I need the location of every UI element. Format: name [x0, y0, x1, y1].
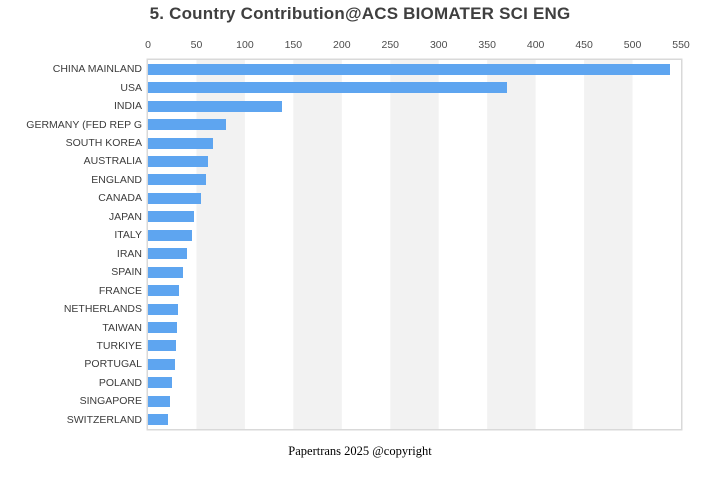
x-axis-tick: 200	[333, 39, 351, 51]
y-axis-label: SOUTH KOREA	[65, 137, 142, 150]
y-axis-label: USA	[120, 81, 142, 94]
y-axis-label: TAIWAN	[102, 321, 142, 334]
bar	[148, 174, 207, 186]
x-axis-tick: 250	[381, 39, 400, 51]
chart-footer: Papertrans 2025 @copyright	[288, 444, 432, 458]
y-axis-label: CANADA	[98, 192, 142, 205]
y-axis-label: FRANCE	[98, 284, 142, 297]
x-axis-tick: 500	[623, 39, 642, 51]
y-axis-label: IRAN	[116, 247, 142, 260]
chart-title: 5. Country Contribution@ACS BIOMATER SCI…	[149, 4, 571, 23]
x-axis-tick: 550	[672, 39, 690, 51]
bar	[148, 229, 192, 241]
x-axis-tick: 350	[478, 39, 496, 51]
bar	[148, 155, 209, 167]
bar	[148, 340, 177, 352]
bar	[148, 414, 169, 426]
x-axis-tick: 300	[429, 39, 448, 51]
x-axis: 0 50 100 150 200 250 300 350 400 450 500 550	[145, 39, 690, 53]
x-axis-tick: 400	[526, 39, 545, 51]
y-axis-label: TURKIYE	[96, 339, 142, 352]
y-axis-label: CHINA MAINLAND	[52, 63, 142, 76]
y-axis-label: GERMANY (FED REP G	[26, 118, 142, 131]
y-axis-label: PORTUGAL	[84, 358, 142, 371]
bar	[148, 358, 176, 370]
y-axis: CHINA MAINLAND USA INDIA GERMANY (FED REP G…	[0, 60, 142, 429]
x-axis-tick: 0	[145, 39, 151, 51]
bar	[148, 192, 202, 204]
y-axis-label: JAPAN	[108, 210, 142, 223]
y-axis-label: POLAND	[98, 376, 142, 389]
plot-area	[148, 60, 681, 429]
bar	[148, 119, 227, 131]
bar	[148, 248, 187, 260]
bar	[148, 285, 179, 297]
bar	[148, 211, 194, 223]
y-axis-label: INDIA	[113, 100, 142, 113]
y-axis-label: ITALY	[114, 229, 142, 242]
y-axis-label: SPAIN	[111, 266, 142, 279]
x-axis-tick: 450	[575, 39, 593, 51]
y-axis-label: ENGLAND	[91, 173, 142, 186]
bar	[148, 395, 171, 407]
bar	[148, 63, 671, 75]
bar	[148, 266, 183, 278]
y-axis-label: NETHERLANDS	[63, 303, 142, 316]
x-axis-tick: 100	[236, 39, 254, 51]
bar	[148, 303, 179, 315]
x-axis-tick: 50	[190, 39, 203, 51]
bar	[148, 82, 507, 94]
y-axis-label: AUSTRALIA	[83, 155, 142, 168]
x-axis-tick: 150	[284, 39, 303, 51]
bar	[148, 377, 173, 389]
bar	[148, 100, 282, 112]
y-axis-label: SWITZERLAND	[66, 413, 142, 426]
bar	[148, 322, 178, 334]
bar	[148, 137, 213, 149]
y-axis-label: SINGAPORE	[79, 395, 142, 408]
